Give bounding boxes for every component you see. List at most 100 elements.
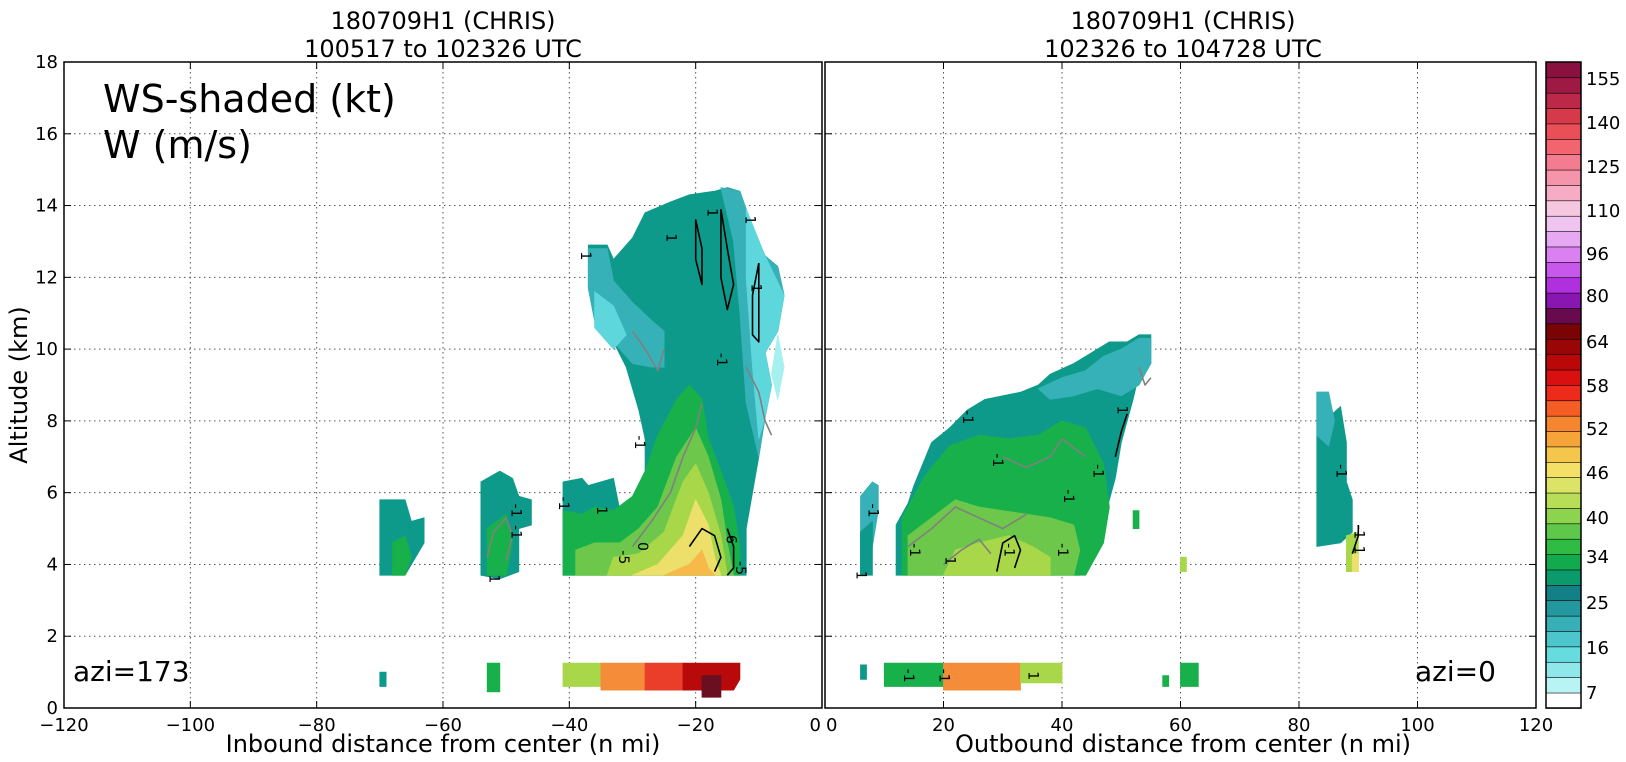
colorbar-swatch (1545, 230, 1582, 248)
contour-label: 1 (662, 233, 678, 242)
colorbar-tick-label: 16 (1586, 638, 1609, 659)
contour-label: 1 (1350, 546, 1366, 555)
contour-label: -1 (906, 543, 922, 557)
y-axis-label: Altitude (km) (5, 306, 33, 463)
colorbar-swatch (1545, 584, 1582, 602)
x-tick-label: −100 (166, 715, 215, 736)
colorbar-swatch (1545, 77, 1582, 94)
w-contour-line (1114, 413, 1128, 457)
y-tick-label: 6 (47, 483, 58, 504)
x-tick-label: −60 (424, 715, 462, 736)
contour-label: -1 (1001, 543, 1017, 557)
colorbar-swatch (1545, 307, 1582, 325)
right-title-line2: 102326 to 104728 UTC (1044, 35, 1322, 63)
left-panel: 180709H1 (CHRIS) 100517 to 102326 UTC 1 1… (5, 7, 823, 758)
wind-speed-region (594, 291, 627, 350)
colorbar-swatch (1545, 138, 1582, 155)
contour-label: -1 (1054, 543, 1070, 557)
right-contour-labels: -1 -1 -1 -1 -1 1 -1 1 -1 -1 -1 1 -1 1 -1 -1 1 (853, 406, 1367, 683)
colorbar-tick-label: 80 (1586, 286, 1609, 307)
contour-label: -1 (555, 496, 571, 510)
y-tick-label: 16 (35, 124, 58, 145)
contour-label: -1 (1332, 464, 1348, 478)
colorbar-swatch (1545, 476, 1582, 494)
colorbar-swatch (1545, 415, 1582, 432)
colorbar-swatch (1545, 523, 1582, 540)
wind-speed-region (1180, 662, 1199, 687)
contour-label: 0 (634, 542, 650, 551)
left-x-axis-label: Inbound distance from center (n mi) (226, 730, 661, 758)
contour-label: 1 (577, 251, 593, 260)
wind-speed-colorbar: 7 16 25 34 40 46 52 58 64 80 96 110 125 140 155 (1545, 61, 1620, 709)
contour-label: -1 (989, 453, 1005, 467)
wind-speed-region (701, 675, 722, 698)
colorbar-swatch (1545, 277, 1582, 294)
contour-label: 1 (1113, 406, 1129, 415)
y-tick-label: 8 (47, 411, 58, 432)
contour-label: -1 (959, 410, 975, 424)
w-contour-line (688, 527, 722, 572)
contour-label: -1 (1060, 489, 1076, 503)
colorbar-tick-label: 58 (1586, 376, 1609, 397)
left-title-line1: 180709H1 (CHRIS) (330, 7, 555, 35)
colorbar-tick-label: 96 (1586, 244, 1609, 265)
contour-label: 1 (1024, 671, 1040, 680)
colorbar-swatch (1545, 338, 1582, 355)
colorbar-swatch (1545, 553, 1582, 571)
colorbar-tick-label: 155 (1586, 69, 1620, 90)
contour-label: -1 (864, 504, 880, 518)
wind-speed-region (663, 549, 715, 576)
wind-speed-region (860, 521, 873, 576)
colorbar-swatch (1545, 246, 1582, 263)
contour-label: -1 (508, 504, 524, 518)
x-tick-label: 40 (1051, 715, 1074, 736)
w-contour-line (1002, 437, 1087, 469)
colorbar-swatches (1545, 61, 1582, 709)
y-tick-label: 2 (47, 626, 58, 647)
contour-label: 1 (486, 574, 502, 583)
x-tick-label: −20 (677, 715, 715, 736)
contour-label: -1 (631, 435, 647, 449)
wind-speed-region (771, 334, 785, 400)
w-contour-line (720, 208, 735, 311)
wind-speed-region (943, 662, 1021, 691)
right-plot-frame (824, 61, 1537, 709)
contour-label: 6 (722, 535, 738, 544)
colorbar-swatch (1545, 169, 1582, 186)
x-tick-label: 80 (1288, 715, 1311, 736)
x-tick-label: 100 (1400, 715, 1434, 736)
colorbar-swatch (1545, 123, 1582, 140)
y-tick-label: 12 (35, 267, 58, 288)
w-contour-line (745, 366, 773, 436)
wind-speed-region (1316, 391, 1335, 447)
wind-speed-region (1180, 556, 1187, 572)
w-contour-line (631, 330, 665, 372)
x-tick-label: −40 (550, 715, 588, 736)
colorbar-swatch (1545, 61, 1582, 79)
left-vertical-velocity-contours (486, 208, 773, 576)
contour-label: -1 (936, 669, 952, 683)
left-azimuth-label: azi=173 (73, 655, 190, 688)
contour-label: -1 (508, 525, 524, 539)
w-contour-line (1138, 366, 1152, 386)
left-gridlines (64, 62, 822, 708)
colorbar-tick-label: 52 (1586, 419, 1609, 440)
annotation-w: W (m/s) (103, 123, 252, 167)
colorbar-swatch (1545, 646, 1582, 663)
wind-speed-region (1162, 675, 1170, 687)
colorbar-swatch (1545, 461, 1582, 478)
y-tick-label: 4 (47, 554, 58, 575)
contour-label: 1 (703, 208, 719, 217)
x-tick-label: 60 (1169, 715, 1192, 736)
x-tick-label: 0 (810, 715, 821, 736)
right-gridlines (825, 62, 1536, 708)
wind-speed-region (943, 535, 1051, 576)
left-wind-speed-shading (379, 187, 785, 698)
w-contour-line (694, 219, 703, 286)
contour-label: -1 (1090, 464, 1106, 478)
annotation-ws-shaded: WS-shaded (kt) (103, 77, 396, 121)
colorbar-swatch (1545, 323, 1582, 340)
y-tick-label: 14 (35, 196, 58, 217)
contour-label: 1 (941, 556, 957, 565)
colorbar-swatch (1545, 261, 1582, 279)
